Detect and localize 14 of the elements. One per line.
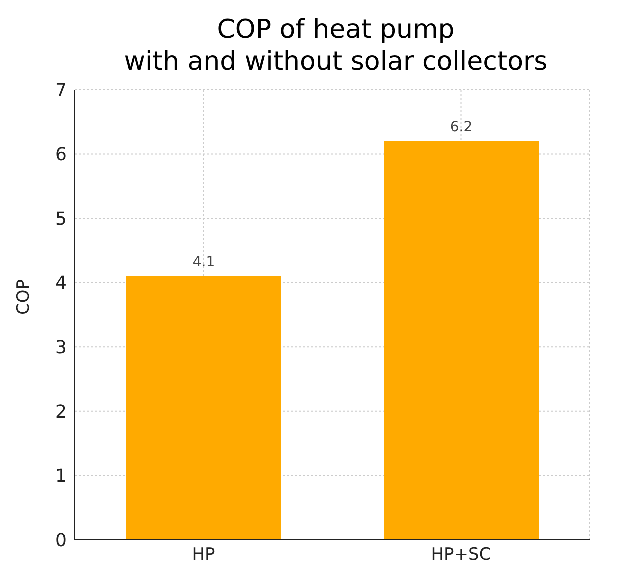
y-axis-title: COP [14, 279, 34, 315]
y-tick-label: 5 [56, 208, 67, 230]
x-tick-label: HP+SC [431, 545, 492, 566]
y-tick-label: 0 [56, 530, 67, 552]
y-tick-label: 7 [56, 80, 67, 102]
y-tick-label: 2 [56, 402, 67, 423]
y-tick-label: 1 [56, 466, 67, 488]
y-tick-label: 4 [56, 273, 67, 294]
y-tick-label: 6 [56, 144, 67, 166]
y-tick-label: 3 [56, 338, 67, 359]
data-label: 6.2 [450, 119, 473, 136]
chart-title: COP of heat pump with and without solar collectors [123, 14, 549, 78]
x-tick-label: HP [192, 545, 216, 566]
data-label: 4.1 [192, 254, 216, 270]
